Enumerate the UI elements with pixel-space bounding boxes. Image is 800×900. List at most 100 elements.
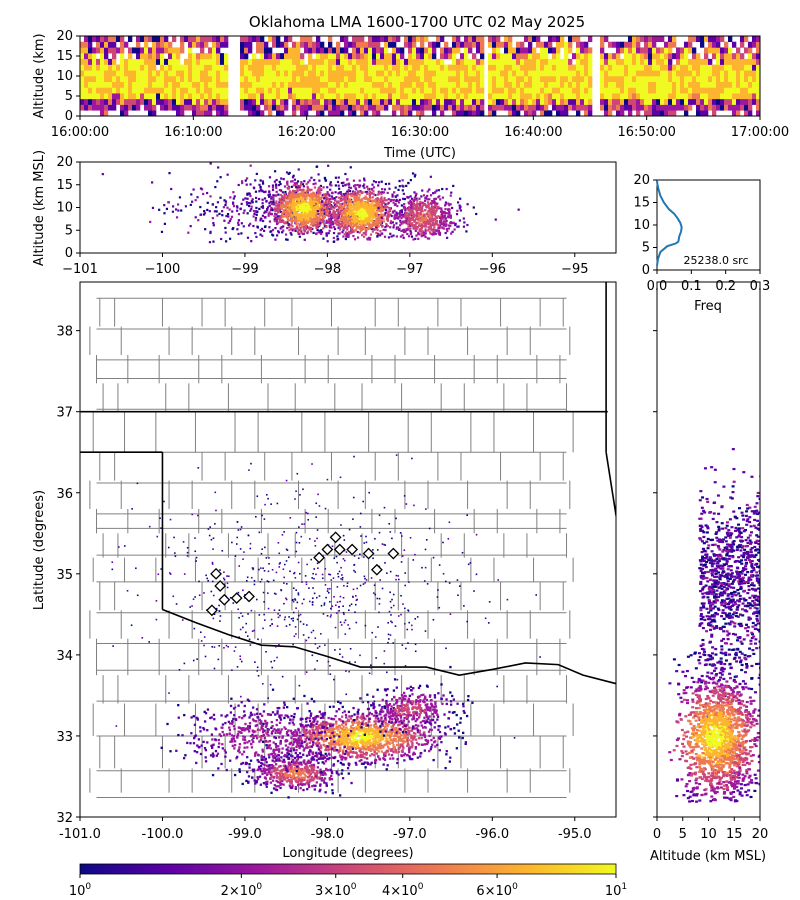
lon-height-core-cell xyxy=(314,207,317,210)
time-height-cell xyxy=(136,36,141,43)
time-height-cell xyxy=(420,64,425,71)
time-height-cell xyxy=(396,70,401,77)
time-height-cell xyxy=(552,81,557,88)
lon-height-cell xyxy=(192,188,195,191)
lon-height-core-cell xyxy=(363,207,366,211)
time-height-cell xyxy=(196,58,201,65)
lon-height-core-cell xyxy=(417,214,420,217)
time-height-cell xyxy=(176,53,181,60)
time-height-cell xyxy=(160,104,165,111)
lon-height-core-cell xyxy=(359,229,363,232)
time-height-cell xyxy=(284,70,289,77)
time-height-cell xyxy=(516,98,521,105)
time-height-cell xyxy=(392,104,397,111)
time-height-cell xyxy=(356,98,361,105)
time-height-cell xyxy=(528,58,533,65)
lon-height-core-cell xyxy=(376,204,379,207)
time-height-cell xyxy=(104,104,109,111)
time-height-cell xyxy=(156,70,161,77)
lon-height-cell xyxy=(394,186,397,189)
lon-height-cell xyxy=(327,164,330,167)
time-height-cell xyxy=(80,104,85,111)
lon-height-cell xyxy=(274,170,277,173)
lon-height-core-cell xyxy=(371,230,374,233)
time-height-cell xyxy=(740,64,745,71)
time-height-cell xyxy=(480,98,485,105)
time-height-cell xyxy=(256,64,261,71)
lon-height-cell xyxy=(249,183,252,186)
time-height-cell xyxy=(440,76,445,83)
time-height-cell xyxy=(368,81,373,88)
time-height-cell xyxy=(172,81,177,88)
time-height-cell xyxy=(352,53,357,60)
time-height-cell xyxy=(360,47,365,54)
time-height-cell xyxy=(364,53,369,60)
time-height-cell xyxy=(628,47,633,54)
time-height-cell xyxy=(712,87,717,94)
time-height-cell xyxy=(716,41,721,48)
time-height-cell xyxy=(188,70,193,77)
lon-height-core-cell xyxy=(314,214,318,217)
time-height-cell xyxy=(736,98,741,105)
time-height-cell xyxy=(564,41,569,48)
time-height-cell xyxy=(732,70,737,77)
lon-height-core-cell xyxy=(297,218,300,221)
time-height-cell xyxy=(152,104,157,111)
time-height-cell xyxy=(424,104,429,111)
lon-height-core-cell xyxy=(313,215,316,219)
time-height-cell xyxy=(348,70,353,77)
time-height-cell xyxy=(568,104,573,111)
time-height-cell xyxy=(544,64,549,71)
time-height-cell xyxy=(472,98,477,105)
time-height-cell xyxy=(360,98,365,105)
lon-height-cell xyxy=(259,188,262,192)
lon-height-core-cell xyxy=(281,216,284,219)
lon-height-cell xyxy=(319,184,322,188)
time-height-cell xyxy=(152,98,157,105)
time-height-cell xyxy=(256,58,261,65)
time-height-cell xyxy=(344,98,349,105)
time-height-cell xyxy=(456,70,461,77)
time-height-cell xyxy=(676,87,681,94)
time-height-cell xyxy=(308,81,313,88)
time-height-cell xyxy=(344,104,349,111)
lon-height-cell xyxy=(426,237,429,240)
lon-height-core-cell xyxy=(382,208,386,211)
time-height-cell xyxy=(188,93,193,100)
time-height-cell xyxy=(332,70,337,77)
time-height-cell xyxy=(100,36,105,43)
lon-height-cell xyxy=(328,226,332,229)
time-height-cell xyxy=(448,64,453,71)
time-height-cell xyxy=(240,64,245,71)
lon-height-cell xyxy=(258,207,261,211)
lon-height-core-cell xyxy=(326,205,329,208)
lon-height-core-cell xyxy=(296,205,299,209)
time-height-cell xyxy=(412,81,417,88)
time-height-cell xyxy=(320,98,325,105)
time-height-cell xyxy=(104,98,109,105)
lon-height-cell xyxy=(273,218,276,221)
lon-height-core-cell xyxy=(363,226,366,229)
time-height-cell xyxy=(148,98,153,105)
time-height-cell xyxy=(336,58,341,65)
time-height-cell xyxy=(328,93,333,100)
lon-height-core-cell xyxy=(315,216,318,219)
time-height-cell xyxy=(304,81,309,88)
lon-height-core-cell xyxy=(275,186,278,189)
time-height-cell xyxy=(216,58,221,65)
time-height-cell xyxy=(500,53,505,60)
lon-height-core-cell xyxy=(371,199,375,202)
time-height-cell xyxy=(688,76,693,83)
lon-height-core-cell xyxy=(344,209,347,212)
time-height-cell xyxy=(192,41,197,48)
lon-height-core-cell xyxy=(364,202,367,205)
time-height-cell xyxy=(168,53,173,60)
lon-height-core-cell xyxy=(301,197,305,200)
time-height-cell xyxy=(300,41,305,48)
lon-height-cell xyxy=(246,192,249,195)
lon-height-cell xyxy=(252,215,255,218)
lon-height-core-cell xyxy=(280,213,284,216)
time-height-cell xyxy=(700,41,705,48)
time-height-cell xyxy=(536,93,541,100)
time-height-cell xyxy=(208,110,213,117)
